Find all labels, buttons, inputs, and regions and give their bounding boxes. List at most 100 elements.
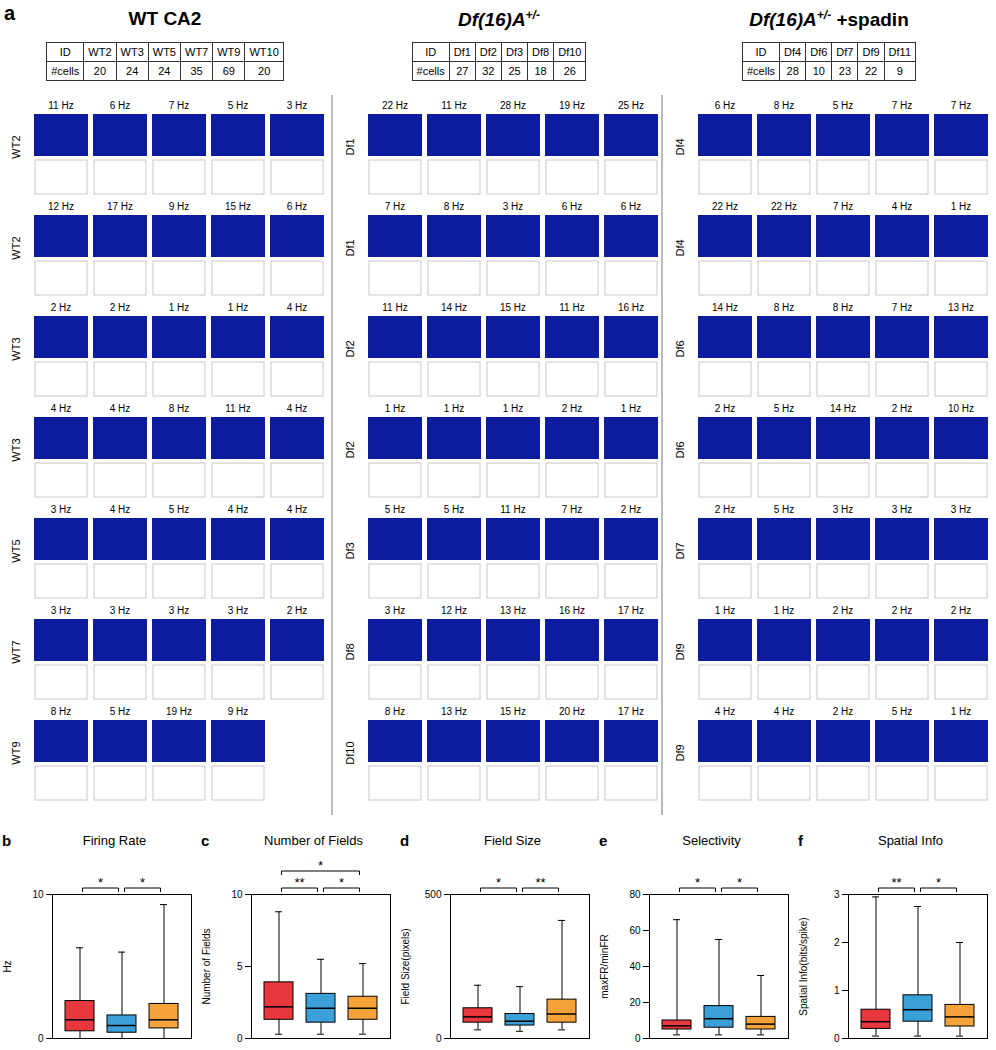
- html-text:Df6: Df6: [674, 340, 686, 358]
- svg-text:0: 0: [38, 1033, 44, 1044]
- html-text:WT CA2: WT CA2: [128, 8, 202, 29]
- html-text:Field Size: Field Size: [484, 833, 541, 848]
- html-text:Df3: Df3: [344, 542, 356, 560]
- svg-text:5: 5: [237, 961, 243, 972]
- svg-text:*: *: [140, 875, 145, 890]
- html-text:Df6: Df6: [674, 441, 686, 459]
- svg-text:**: **: [535, 875, 545, 890]
- html-text:WT5: WT5: [10, 539, 22, 563]
- svg-text:10: 10: [231, 889, 243, 900]
- html-text:Df1: Df1: [344, 138, 356, 156]
- html-text:28: 28: [786, 65, 799, 77]
- svg-text:Field Size(pixels): Field Size(pixels): [400, 928, 411, 1004]
- html-text:WT9: WT9: [217, 46, 241, 58]
- html-text:Number of Fields: Number of Fields: [264, 833, 363, 848]
- svg-text:60: 60: [629, 925, 641, 936]
- html-text:WT3: WT3: [120, 46, 144, 58]
- html-text:10: 10: [812, 65, 825, 77]
- html-text:18: 18: [534, 65, 547, 77]
- svg-text:*: *: [737, 875, 742, 890]
- html-text:WT9: WT9: [10, 741, 22, 765]
- html-text:Df4: Df4: [674, 239, 686, 257]
- svg-text:maxFR/minFR: maxFR/minFR: [599, 934, 610, 998]
- html-text:Df8: Df8: [532, 46, 550, 58]
- html-text:Df1: Df1: [453, 46, 471, 58]
- html-text:26: 26: [563, 65, 576, 77]
- svg-text:20: 20: [629, 997, 641, 1008]
- html-text:Df2: Df2: [479, 46, 497, 58]
- html-text:27: 27: [456, 65, 469, 77]
- html-text:Df7: Df7: [836, 46, 854, 58]
- svg-text:*: *: [496, 875, 501, 890]
- svg-text:80: 80: [629, 889, 641, 900]
- html-text:#cells: #cells: [51, 65, 80, 77]
- svg-text:*: *: [936, 875, 941, 890]
- html-text:69: 69: [222, 65, 235, 77]
- html-text:Df3: Df3: [505, 46, 524, 58]
- html-text:Df8: Df8: [344, 643, 356, 661]
- html-text:24: 24: [158, 65, 171, 77]
- svg-text:*: *: [318, 858, 323, 873]
- svg-text:*: *: [695, 875, 700, 890]
- html-text:32: 32: [482, 65, 495, 77]
- html-text:Df1: Df1: [344, 239, 356, 257]
- svg-text:**: **: [294, 875, 304, 890]
- svg-text:Hz: Hz: [2, 960, 13, 972]
- html-text:Df7: Df7: [674, 542, 686, 560]
- html-text:Df9: Df9: [862, 46, 880, 58]
- html-text:Df6: Df6: [810, 46, 828, 58]
- html-text:Df4: Df4: [784, 46, 802, 58]
- html-text:Df10: Df10: [558, 46, 582, 58]
- svg-text:40: 40: [629, 961, 641, 972]
- html-text:20: 20: [93, 65, 106, 77]
- html-text:24: 24: [126, 65, 139, 77]
- html-text:Df4: Df4: [674, 138, 686, 156]
- svg-text:*: *: [98, 875, 103, 890]
- html-text:11 Hz: 11 Hz: [48, 100, 74, 111]
- html-text:WT2: WT2: [10, 236, 22, 260]
- svg-text:0: 0: [237, 1033, 243, 1044]
- svg-text:Spatial Info(bits/spike): Spatial Info(bits/spike): [798, 917, 809, 1015]
- html-text:22: 22: [864, 65, 878, 77]
- html-text:Df(16)A+/-: Df(16)A+/-: [458, 8, 540, 31]
- html-text:WT2: WT2: [10, 135, 22, 159]
- html-text:20: 20: [258, 65, 271, 77]
- html-text:Selectivity: Selectivity: [682, 833, 741, 848]
- svg-text:500: 500: [425, 889, 442, 900]
- svg-text:Number of Fields: Number of Fields: [201, 928, 212, 1004]
- html-text:25: 25: [508, 65, 521, 77]
- svg-text:*: *: [339, 875, 344, 890]
- html-text:WT2: WT2: [88, 46, 112, 58]
- html-text:ID: ID: [755, 46, 767, 58]
- html-text:WT3: WT3: [10, 337, 22, 361]
- html-text:Df2: Df2: [344, 441, 356, 459]
- html-text:Spatial Info: Spatial Info: [878, 833, 943, 848]
- html-text:Df11: Df11: [888, 46, 911, 58]
- html-text:WT5: WT5: [152, 46, 176, 58]
- html-text:35: 35: [190, 65, 203, 77]
- html-text:Df2: Df2: [344, 340, 356, 358]
- svg-text:1: 1: [834, 985, 840, 996]
- html-text:Df(16)A+/-+spadin: Df(16)A+/-+spadin: [749, 8, 909, 31]
- html-text:WT7: WT7: [185, 46, 209, 58]
- svg-text:0: 0: [834, 1033, 840, 1044]
- svg-text:0: 0: [436, 1033, 442, 1044]
- svg-text:**: **: [891, 875, 901, 890]
- html-text:WT10: WT10: [249, 46, 279, 58]
- html-text:Df10: Df10: [344, 741, 356, 765]
- html-text:Df9: Df9: [674, 744, 686, 762]
- html-text:#cells: #cells: [747, 65, 776, 77]
- svg-text:0: 0: [635, 1033, 641, 1044]
- html-text:WT7: WT7: [10, 640, 22, 664]
- svg-text:10: 10: [32, 889, 44, 900]
- html-text:ID: ID: [59, 46, 71, 58]
- svg-text:3: 3: [834, 889, 840, 900]
- html-text:#cells: #cells: [416, 65, 445, 77]
- svg-text:2: 2: [834, 937, 840, 948]
- html-text:Firing Rate: Firing Rate: [82, 833, 147, 848]
- html-text:WT3: WT3: [10, 438, 22, 462]
- html-text:23: 23: [838, 65, 851, 77]
- html-text:a: a: [4, 2, 16, 24]
- html-text:Df9: Df9: [674, 643, 686, 661]
- html-text:ID: ID: [425, 46, 437, 58]
